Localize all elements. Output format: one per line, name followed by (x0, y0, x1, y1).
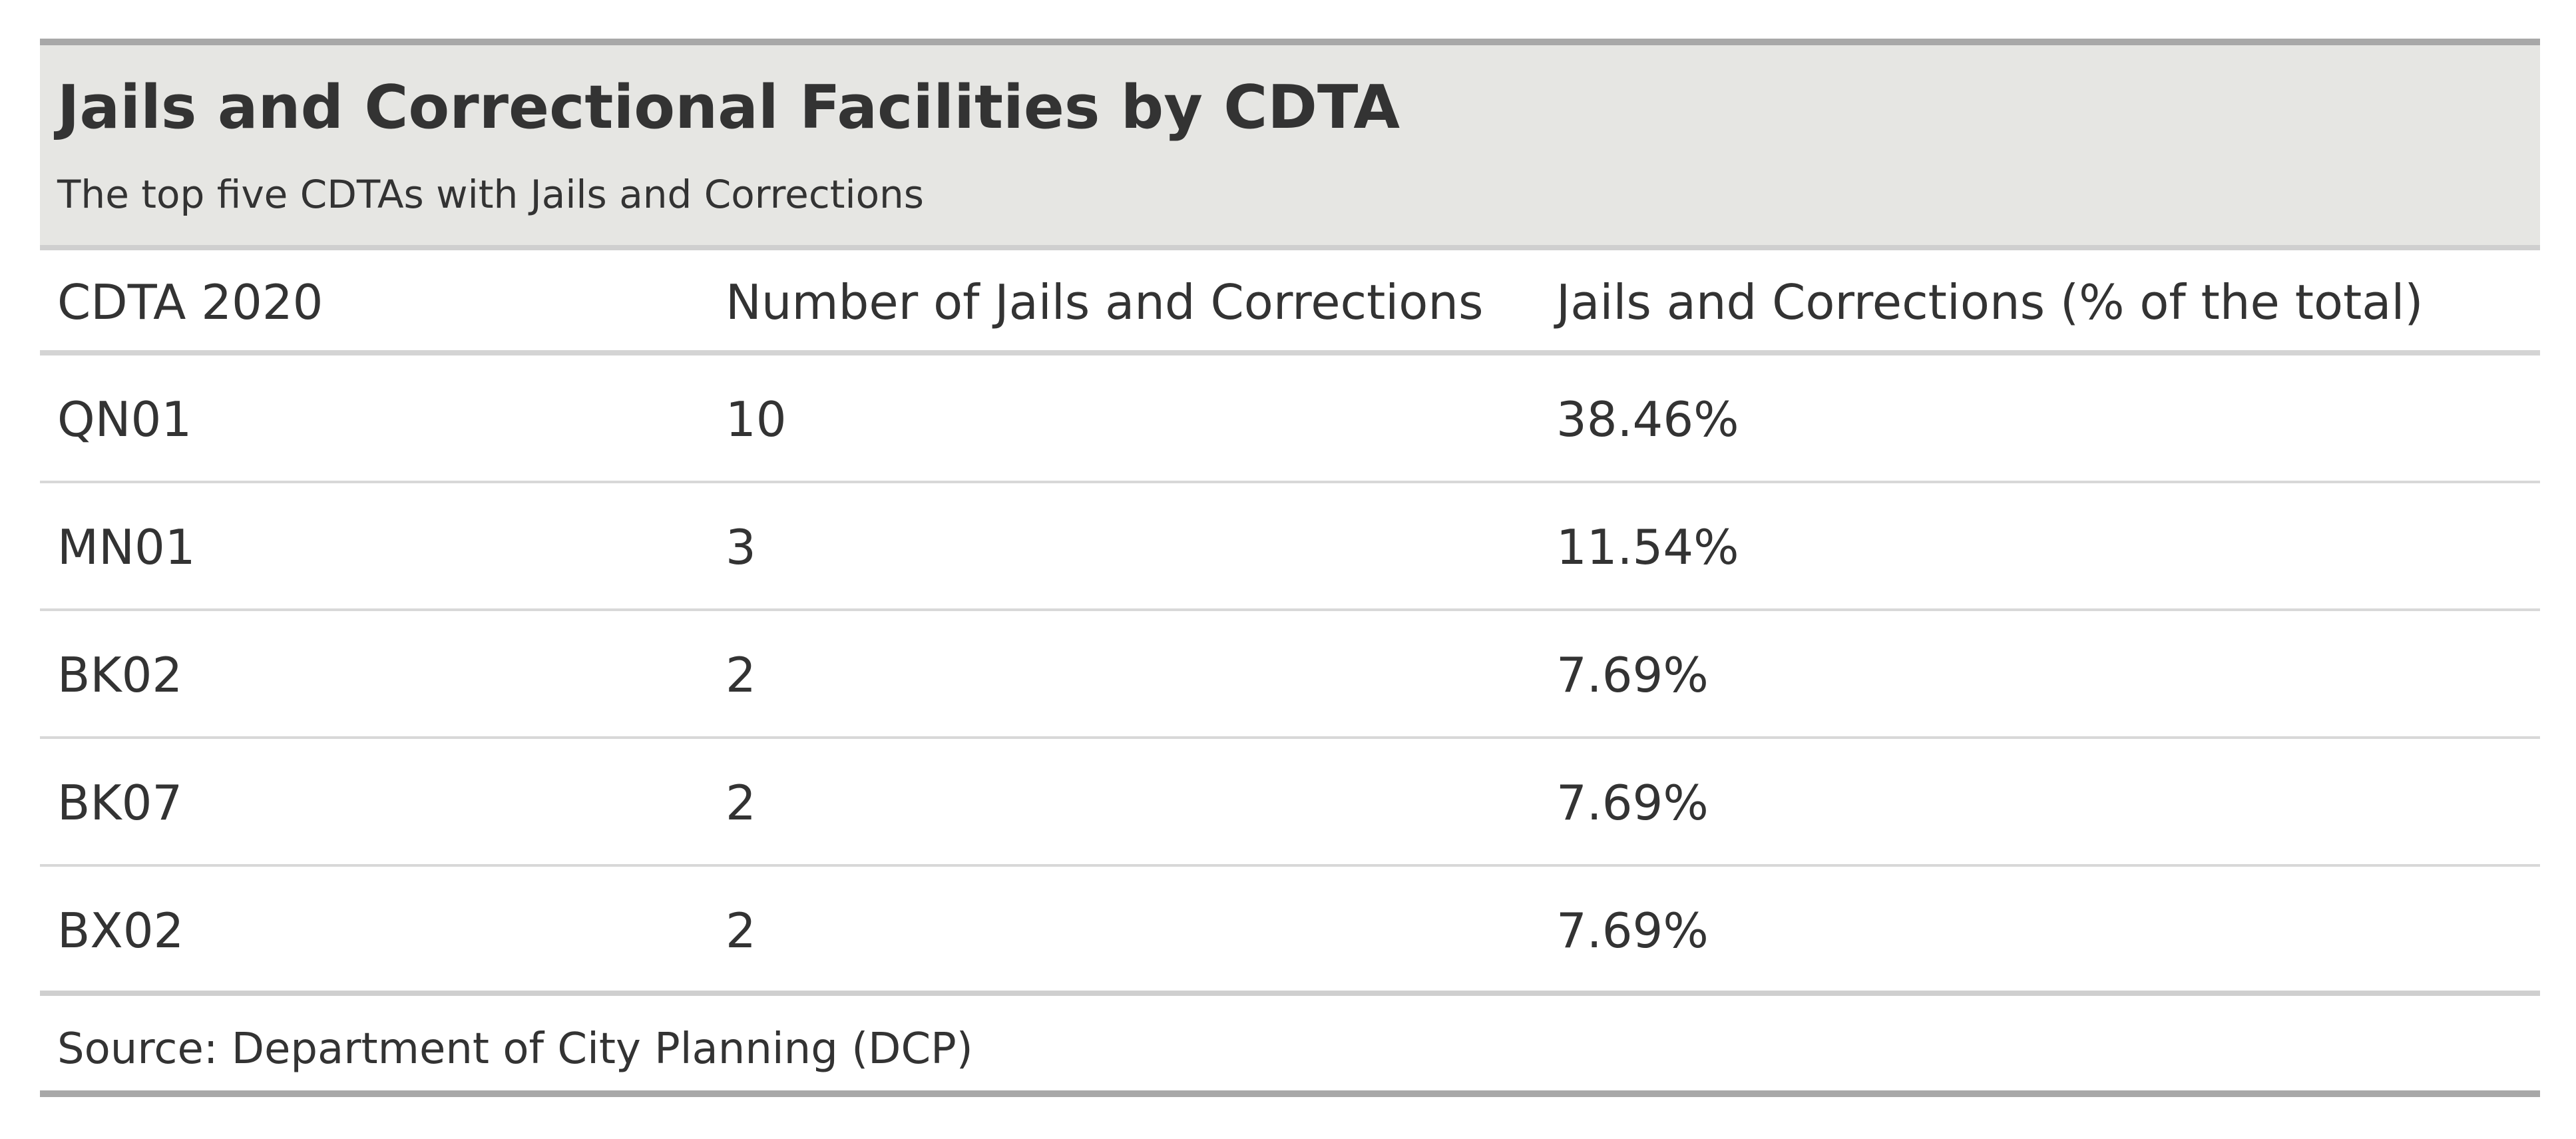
cell-percent: 7.69% (1556, 647, 1709, 703)
data-table: Jails and Correctional Facilities by CDT… (40, 39, 2540, 1097)
table-row: MN01 3 11.54% (40, 483, 2540, 611)
column-header-count: Number of Jails and Corrections (726, 274, 1484, 330)
table-row: BK02 2 7.69% (40, 611, 2540, 739)
column-header-cdta: CDTA 2020 (57, 274, 323, 330)
cell-cdta: BK07 (57, 775, 183, 831)
cell-count: 2 (726, 775, 756, 831)
cell-cdta: BK02 (57, 647, 183, 703)
column-header-divider (40, 350, 2540, 355)
cell-cdta: BX02 (57, 903, 184, 959)
header-divider (40, 245, 2540, 250)
table-row: BK07 2 7.69% (40, 739, 2540, 867)
cell-count: 10 (726, 391, 787, 447)
cell-cdta: QN01 (57, 391, 192, 447)
source-note: Source: Department of City Planning (DCP… (57, 1025, 973, 1074)
column-header-row: CDTA 2020 Number of Jails and Correction… (40, 250, 2540, 350)
table-title: Jails and Correctional Facilities by CDT… (57, 73, 1400, 142)
top-rule (40, 39, 2540, 45)
table-subtitle: The top five CDTAs with Jails and Correc… (57, 172, 925, 217)
cell-cdta: MN01 (57, 519, 196, 575)
cell-percent: 7.69% (1556, 903, 1709, 959)
cell-count: 2 (726, 647, 756, 703)
cell-count: 3 (726, 519, 756, 575)
cell-percent: 11.54% (1556, 519, 1739, 575)
table-body: QN01 10 38.46% MN01 3 11.54% BK02 2 7.69… (40, 355, 2540, 992)
cell-count: 2 (726, 903, 756, 959)
cell-percent: 38.46% (1556, 391, 1739, 447)
footer-divider (40, 991, 2540, 996)
table-header-band: Jails and Correctional Facilities by CDT… (40, 45, 2540, 245)
column-header-percent: Jails and Corrections (% of the total) (1556, 274, 2424, 330)
table-row: QN01 10 38.46% (40, 355, 2540, 483)
table-row: BX02 2 7.69% (40, 867, 2540, 992)
cell-percent: 7.69% (1556, 775, 1709, 831)
bottom-rule (40, 1090, 2540, 1097)
